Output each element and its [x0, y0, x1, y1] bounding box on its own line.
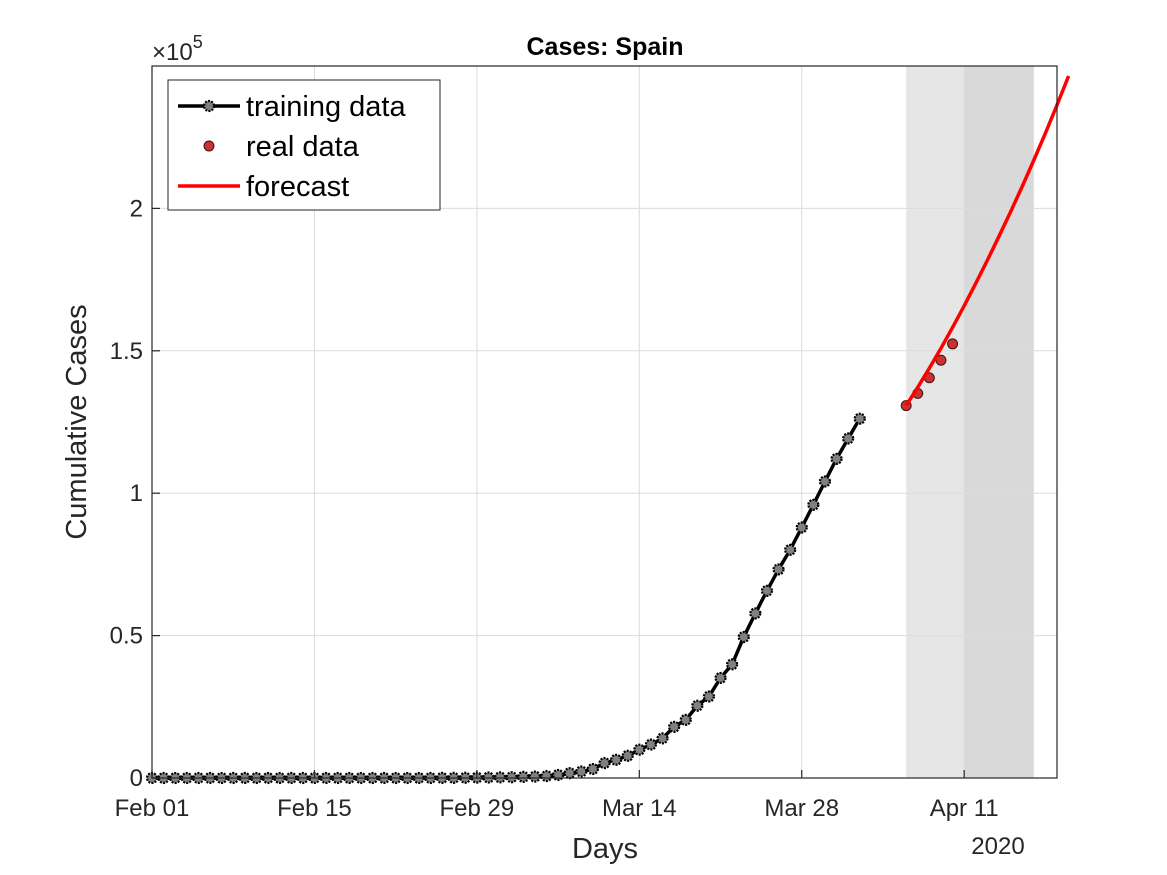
real-data-point	[947, 338, 959, 350]
x-tick-label: Mar 28	[764, 795, 839, 822]
training-data-point	[493, 771, 507, 784]
training-data-point	[586, 762, 599, 776]
training-data-point	[575, 765, 588, 778]
training-data-point	[795, 521, 808, 534]
y-tick-label: 0.5	[110, 623, 143, 650]
x-axis-ticks: Feb 01 Feb 15 Feb 29 Mar 14 Mar 28 Apr 11	[115, 770, 999, 822]
training-data-point	[528, 770, 541, 783]
axes-frame	[151, 65, 1058, 779]
training-data-point	[842, 432, 855, 445]
training-data-point	[807, 498, 820, 511]
training-data-point	[505, 771, 518, 784]
training-data-point	[818, 475, 832, 488]
training-data-point	[726, 658, 739, 671]
x-tick-label: Feb 29	[440, 795, 515, 822]
legend-label-training-data: training data	[246, 91, 406, 123]
y-tick-label: 1.5	[110, 338, 143, 365]
y-axis-ticks: 0 0.5 1 1.5 2	[110, 195, 160, 792]
chart-title: Cases: Spain	[526, 33, 683, 61]
training-data-point	[679, 713, 692, 726]
training-data-point	[691, 699, 704, 712]
training-data-point	[772, 563, 785, 576]
y-exponent-base: ×10	[152, 39, 193, 66]
legend-marker-training-data	[202, 99, 216, 113]
training-data-point	[563, 767, 576, 780]
x-tick-label: Feb 15	[277, 795, 352, 822]
x-tick-label: Mar 14	[602, 795, 677, 822]
training-data-point	[714, 671, 727, 685]
forecast-line	[904, 75, 1071, 407]
training-data-point	[784, 543, 797, 556]
training-data-point	[760, 584, 774, 597]
y-axis-label: Cumulative Cases	[61, 304, 93, 539]
training-data-point	[517, 770, 530, 783]
shaded-region-1	[964, 66, 1034, 778]
shaded-regions	[906, 66, 1034, 778]
y-exponent-label: ×105	[152, 32, 203, 66]
training-data-point	[633, 743, 646, 756]
training-data-point	[853, 412, 866, 425]
training-data-point	[702, 690, 716, 703]
training-data-point	[621, 749, 634, 762]
training-data-point	[668, 720, 681, 733]
x-axis-label: Days	[572, 833, 638, 865]
legend-label-forecast: forecast	[246, 171, 349, 203]
training-data-point	[610, 753, 623, 766]
x-tick-label: Feb 01	[115, 795, 190, 822]
legend: training data real data forecast	[167, 79, 441, 211]
shaded-region-0	[906, 66, 965, 778]
y-tick-label: 2	[130, 195, 143, 222]
training-data-point	[598, 756, 611, 770]
training-data-point	[656, 732, 669, 745]
training-data-point	[737, 630, 750, 644]
x-tick-label: Apr 11	[930, 795, 999, 822]
legend-marker-real-data	[203, 140, 215, 152]
training-data-point	[540, 769, 553, 783]
training-data-point	[830, 452, 843, 465]
y-tick-label: 1	[130, 480, 143, 507]
training-data-point	[644, 738, 658, 751]
series-forecast	[904, 75, 1071, 407]
x-axis-year-label: 2020	[971, 833, 1024, 860]
training-data-point	[749, 607, 762, 620]
y-exponent-power: 5	[193, 32, 203, 52]
legend-label-real-data: real data	[246, 131, 360, 163]
y-tick-label: 0	[130, 765, 143, 792]
